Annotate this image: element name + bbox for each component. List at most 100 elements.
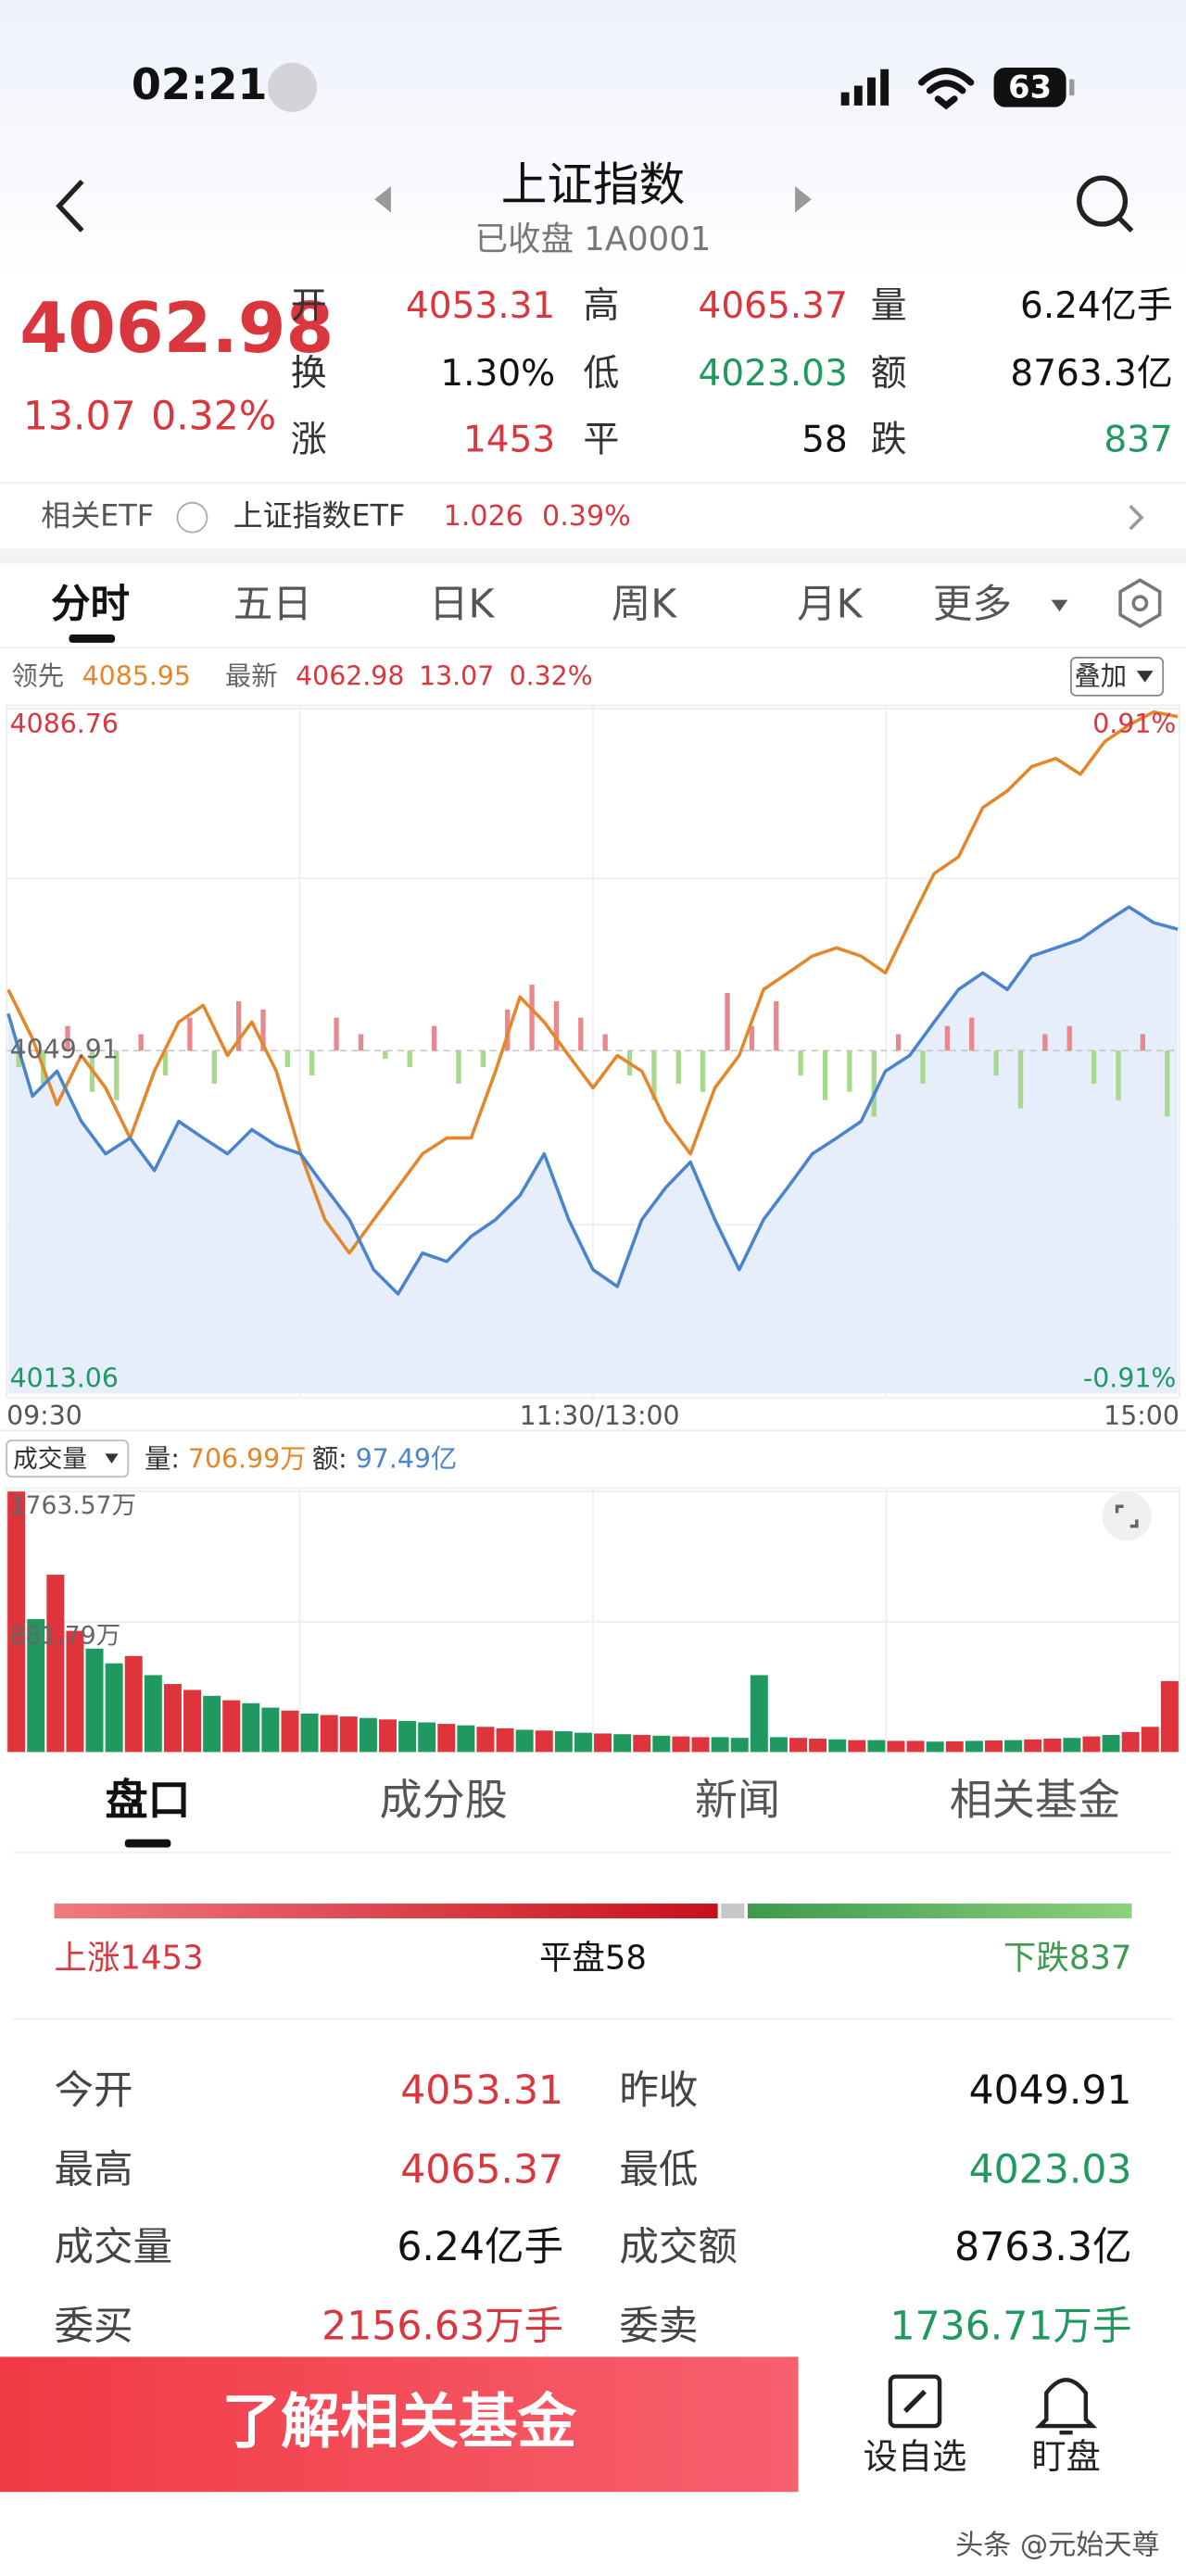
detail-tab[interactable]: 新闻: [695, 1775, 780, 1825]
wifi-icon: [918, 68, 975, 110]
cell-value: 4065.37: [400, 2147, 563, 2193]
stat-label: 开: [291, 285, 327, 327]
fund-button[interactable]: [0, 2356, 799, 2493]
volume-bar: [105, 1663, 123, 1753]
volume-selector[interactable]: [6, 1439, 130, 1478]
cell-value: 8763.3亿: [954, 2224, 1131, 2270]
status-icon: [267, 62, 318, 112]
legend-lead-name: 领先: [11, 660, 64, 691]
breadth-down-count: 837: [1069, 1940, 1132, 1978]
volume-bar: [476, 1727, 495, 1753]
volume-bar: [203, 1695, 221, 1753]
strength-bar: [358, 1034, 364, 1051]
volume-bar: [1063, 1738, 1081, 1753]
volume-bar: [906, 1740, 925, 1753]
strength-bar: [871, 1050, 877, 1117]
cell-label: 委卖: [619, 2304, 698, 2350]
volume-bar: [7, 1491, 26, 1753]
stat-value: 4023.03: [699, 353, 848, 395]
volume-bar: [261, 1707, 280, 1753]
watch-label: 设自选: [864, 2436, 967, 2477]
strength-bar: [309, 1050, 315, 1075]
strength-bar: [749, 1025, 755, 1051]
cell-value: 4049.91: [969, 2067, 1132, 2114]
y2-tick-label: -0.91%: [1083, 1363, 1176, 1393]
volume-bar: [965, 1740, 983, 1753]
strength-bar: [675, 1050, 681, 1084]
search-button[interactable]: [1077, 175, 1134, 232]
etf-name[interactable]: 上证指数ETF: [233, 498, 406, 534]
x-tick-label: 09:30: [6, 1401, 82, 1431]
legend-last-value: 4062.98: [296, 660, 404, 691]
stat-label: 换: [291, 353, 327, 395]
next-index[interactable]: [795, 186, 812, 213]
series-line: [6, 905, 1179, 1296]
more-caret: [1051, 599, 1068, 612]
cell-label: 委买: [55, 2304, 133, 2350]
volume-tick-label: 881.79万: [10, 1621, 121, 1650]
detail-tab[interactable]: 成分股: [380, 1775, 508, 1825]
series-line: [6, 710, 1179, 1255]
settings-dot: [1131, 595, 1149, 612]
strength-bar: [895, 1034, 902, 1051]
etf-chevron[interactable]: [1129, 504, 1144, 531]
volume-bar: [672, 1736, 690, 1753]
cell-value: 1736.71万手: [890, 2304, 1132, 2350]
strength-bar: [1091, 1050, 1097, 1084]
cell-label: 成交量: [55, 2224, 173, 2270]
volume-bar: [437, 1724, 456, 1753]
quote-price: 4062.98: [19, 288, 334, 369]
prev-index[interactable]: [374, 186, 391, 213]
overlay-caret: [1136, 671, 1154, 683]
volume-bar: [750, 1675, 768, 1753]
detail-tab[interactable]: 盘口: [105, 1775, 190, 1825]
volume-bar: [711, 1737, 729, 1753]
period-tab[interactable]: 周K: [612, 581, 677, 627]
cell-label: 今开: [55, 2067, 133, 2114]
detail-tabs: 盘口 成分股 新闻 相关基金: [105, 1775, 1120, 1825]
period-tab[interactable]: 日K: [429, 581, 495, 627]
strength-bar: [920, 1050, 926, 1084]
period-tab[interactable]: 五日: [233, 581, 312, 627]
stat-label: 额: [871, 353, 907, 395]
back-button[interactable]: [56, 179, 84, 232]
period-tab[interactable]: 分时: [51, 581, 130, 627]
volume-bar: [27, 1618, 45, 1753]
volume-bar: [1141, 1727, 1159, 1753]
detail-tab[interactable]: 相关基金: [950, 1775, 1120, 1825]
volume-bar: [535, 1730, 553, 1753]
quote-change: 13.07: [23, 393, 136, 439]
volume-bar: [418, 1722, 436, 1753]
watch-button[interactable]: 设自选: [864, 2374, 967, 2477]
volume-bar: [769, 1737, 788, 1753]
expand-button[interactable]: [1102, 1491, 1152, 1541]
period-tab[interactable]: 更多: [933, 581, 1012, 627]
volume-bar: [457, 1725, 475, 1753]
volume-bar: [848, 1740, 866, 1753]
stat-value: 8763.3亿: [1010, 353, 1172, 395]
strength-bar: [847, 1050, 852, 1092]
legend-last-change: 13.07: [419, 660, 494, 691]
overlay-button[interactable]: [1070, 657, 1165, 697]
cell-label: 昨收: [619, 2067, 698, 2114]
page-subtitle: 已收盘 1A0001: [475, 220, 712, 258]
legend-last-percent: 0.32%: [510, 660, 593, 691]
status-time: 02:21: [132, 59, 268, 109]
monitor-button[interactable]: 盯盘: [1031, 2378, 1101, 2477]
strength-bar: [211, 1050, 217, 1084]
breadth-down: 下跌837: [1003, 1940, 1132, 1978]
strength-bar: [480, 1050, 486, 1068]
volume-bar: [652, 1735, 671, 1753]
settings-button[interactable]: [1118, 578, 1162, 629]
stat-value: 6.24亿手: [1020, 285, 1173, 327]
intraday-chart: 4086.76 4049.91 4013.06 0.91% -0.91% 09:30 11:…: [6, 704, 1180, 1431]
volume-bar: [398, 1720, 417, 1753]
strength-bar: [456, 1050, 461, 1084]
volume-bar: [1004, 1740, 1023, 1753]
etf-percent: 0.39%: [542, 500, 631, 533]
stat-value: 58: [801, 419, 848, 460]
volume-bar: [300, 1713, 319, 1753]
period-tab[interactable]: 月K: [797, 581, 863, 627]
